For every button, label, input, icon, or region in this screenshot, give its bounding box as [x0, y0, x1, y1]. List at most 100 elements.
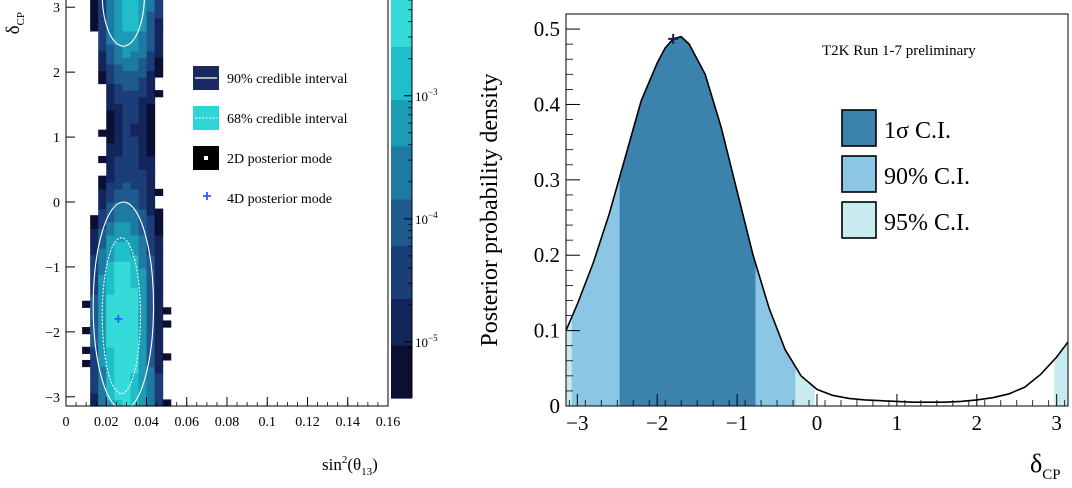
heatmap-cell [114, 327, 123, 334]
heatmap-cell [138, 31, 147, 38]
heatmap-cell [106, 156, 115, 163]
heatmap-cell [82, 301, 91, 308]
heatmap-cell [114, 64, 123, 71]
heatmap-cell [138, 163, 147, 170]
heatmap-cell [98, 156, 107, 163]
heatmap-cell [147, 235, 156, 242]
heatmap-cell [130, 228, 139, 235]
legend-label: 4D posterior mode [227, 192, 332, 207]
heatmap-cell [155, 380, 164, 387]
heatmap-cell [98, 77, 107, 84]
heatmap-cell [130, 149, 139, 156]
heatmap-cell [155, 347, 164, 354]
left-x-tick-label: 0.14 [336, 415, 361, 430]
heatmap-cell [147, 334, 156, 341]
heatmap-cell [130, 307, 139, 314]
heatmap-cell [147, 37, 156, 44]
heatmap-cell [130, 24, 139, 31]
heatmap-cell [114, 136, 123, 143]
heatmap-cell [122, 209, 131, 216]
heatmap-cell [122, 189, 131, 196]
colorbar-cell [391, 352, 412, 359]
colorbar-cell [391, 345, 412, 352]
heatmap-cell [138, 360, 147, 367]
heatmap-cell [147, 123, 156, 130]
heatmap-cell [114, 57, 123, 64]
heatmap-cell [106, 360, 115, 367]
heatmap-cell [147, 143, 156, 150]
colorbar-cell [391, 179, 412, 186]
heatmap-cell [155, 241, 164, 248]
heatmap-cell [138, 241, 147, 248]
colorbar-cell [391, 13, 412, 20]
colorbar-cell [391, 166, 412, 173]
heatmap-cell [138, 90, 147, 97]
heatmap-cell [106, 261, 115, 268]
heatmap-cell [155, 386, 164, 393]
left-x-tick-label: 0.12 [295, 415, 320, 430]
right-y-tick-label: 0.2 [534, 243, 560, 267]
heatmap-cell [106, 307, 115, 314]
heatmap-cell [114, 90, 123, 97]
heatmap-cell [90, 11, 99, 18]
heatmap-cell [147, 320, 156, 327]
left-heatmap-panel: 0 0.02 0.04 0.06 0.08 0.1 0.12 0.14 0.16 −3 −2 −1 0 1… [3, 0, 438, 478]
colorbar-cell [391, 53, 412, 60]
heatmap-cell [106, 11, 115, 18]
colorbar-cell [391, 292, 412, 299]
right-x-axis-label: δCP [1030, 449, 1061, 483]
right-y-tick-label: 0.1 [534, 319, 560, 343]
heatmap-cell [130, 380, 139, 387]
heatmap-cell [106, 136, 115, 143]
left-y-axis-label: δCP [3, 12, 27, 34]
heatmap-cell [130, 334, 139, 341]
heatmap-cell [130, 70, 139, 77]
heatmap-cell [155, 64, 164, 71]
heatmap-cell [122, 90, 131, 97]
heatmap-cell [122, 70, 131, 77]
heatmap-cell [122, 386, 131, 393]
heatmap-cell [106, 327, 115, 334]
heatmap-cell [90, 294, 99, 301]
heatmap-cell [114, 334, 123, 341]
heatmap-cell [138, 182, 147, 189]
heatmap-cell [147, 386, 156, 393]
heatmap-cell [114, 70, 123, 77]
heatmap-cell [147, 97, 156, 104]
heatmap-cell [114, 189, 123, 196]
heatmap-cell [138, 116, 147, 123]
colorbar-cell [391, 93, 412, 100]
heatmap-cell [122, 367, 131, 374]
heatmap-cell [114, 386, 123, 393]
heatmap-cell [106, 334, 115, 341]
heatmap-cell [90, 307, 99, 314]
heatmap-cell [122, 255, 131, 262]
heatmap-cell [114, 288, 123, 295]
colorbar-cell [391, 80, 412, 87]
legend-marker-2d-mode [204, 156, 208, 160]
colorbar-cell [391, 226, 412, 233]
heatmap-cell [90, 0, 99, 5]
heatmap-cell [90, 301, 99, 308]
right-x-tick-label: −2 [646, 411, 668, 435]
heatmap-cell [130, 77, 139, 84]
colorbar-cell [391, 232, 412, 239]
heatmap-cell [130, 176, 139, 183]
heatmap-cell [90, 255, 99, 262]
heatmap-cell [130, 215, 139, 222]
heatmap-cell [106, 195, 115, 202]
heatmap-cell [98, 51, 107, 58]
colorbar-cell [391, 325, 412, 332]
heatmap-cell [138, 195, 147, 202]
heatmap-cell [130, 347, 139, 354]
colorbar-cell [391, 146, 412, 153]
colorbar-cell [391, 186, 412, 193]
heatmap-cell [82, 347, 91, 354]
colorbar-cell [391, 199, 412, 206]
heatmap-cell [106, 123, 115, 130]
heatmap-cell [122, 31, 131, 38]
heatmap-cell [106, 301, 115, 308]
heatmap-cell [147, 248, 156, 255]
colorbar-cell [391, 371, 412, 378]
heatmap-cell [98, 288, 107, 295]
